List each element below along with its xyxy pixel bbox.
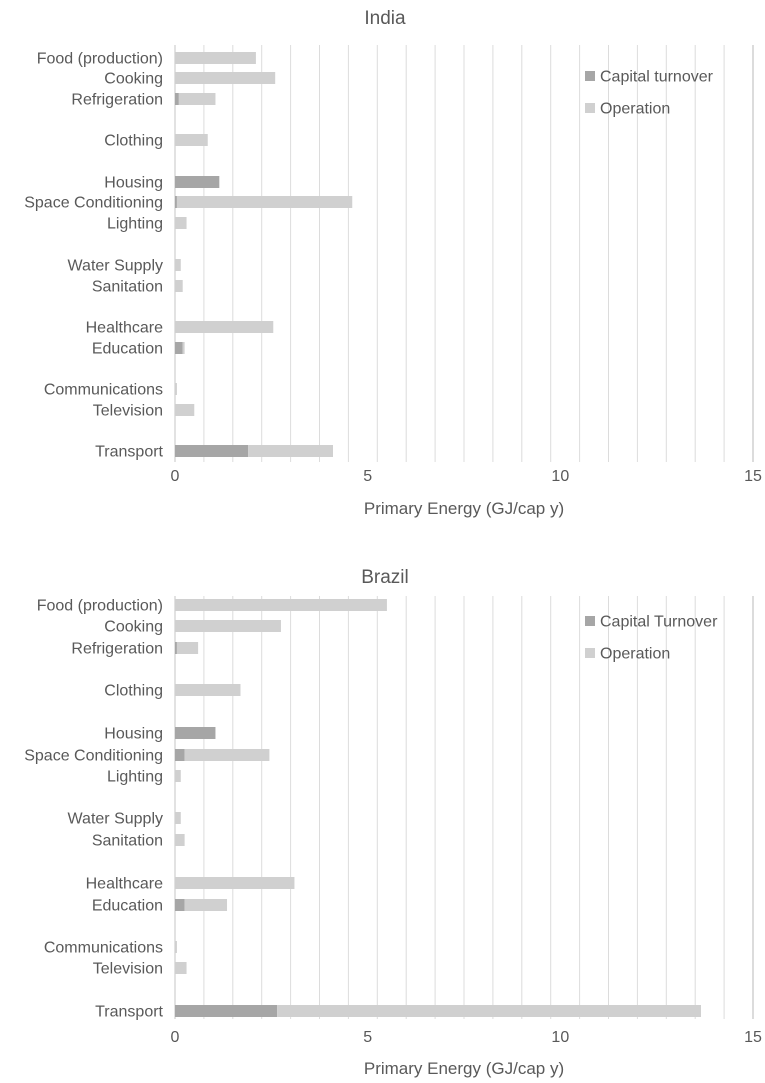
bar-operation — [175, 962, 187, 974]
category-label: Housing — [104, 175, 163, 192]
bar-operation — [175, 684, 241, 696]
category-label: Food (production) — [37, 598, 163, 615]
bar-operation — [277, 1005, 701, 1017]
bar-operation — [176, 642, 199, 654]
bar-operation — [175, 877, 295, 889]
bar-capital — [175, 93, 179, 105]
x-tick-label: 15 — [744, 1029, 762, 1046]
category-label: Space Conditioning — [24, 195, 163, 212]
bar-operation — [176, 196, 353, 208]
bar-capital — [175, 342, 183, 354]
category-label: Sanitation — [92, 833, 163, 850]
bar-operation — [175, 834, 185, 846]
category-label: Communications — [44, 382, 163, 399]
legend-label: Capital Turnover — [600, 614, 718, 631]
category-label: Cooking — [104, 619, 163, 636]
category-label: Cooking — [104, 71, 163, 88]
india-x-axis-title: Primary Energy (GJ/cap y) — [364, 499, 564, 518]
bar-operation — [175, 812, 181, 824]
legend-swatch — [585, 103, 595, 113]
category-label: Education — [92, 341, 163, 358]
x-tick-label: 15 — [744, 468, 762, 485]
bar-capital — [175, 176, 220, 188]
x-tick-label: 5 — [363, 1029, 372, 1046]
legend-label: Operation — [600, 646, 670, 663]
category-label: Education — [92, 898, 163, 915]
legend-swatch — [585, 648, 595, 658]
category-label: Clothing — [104, 133, 163, 150]
category-label: Healthcare — [86, 320, 163, 337]
category-label: Water Supply — [68, 811, 163, 828]
india-chart-title: India — [364, 8, 406, 29]
category-label: Transport — [95, 444, 163, 461]
bar-capital — [175, 749, 185, 761]
legend-swatch — [585, 71, 595, 81]
legend-label: Operation — [600, 101, 670, 118]
bar-operation — [175, 259, 181, 271]
x-tick-label: 0 — [171, 1029, 180, 1046]
bar-operation — [175, 280, 183, 292]
bar-capital — [175, 642, 177, 654]
category-label: Refrigeration — [71, 641, 163, 658]
category-label: Transport — [95, 1004, 163, 1021]
legend-label: Capital turnover — [600, 69, 714, 86]
bar-operation — [182, 342, 185, 354]
bar-operation — [175, 404, 195, 416]
x-tick-label: 0 — [171, 468, 180, 485]
bar-operation — [184, 749, 270, 761]
bar-operation — [175, 599, 387, 611]
category-label: Television — [93, 403, 163, 420]
category-label: Healthcare — [86, 876, 163, 893]
x-tick-label: 5 — [363, 468, 372, 485]
bar-operation — [248, 445, 333, 457]
legend-swatch — [585, 616, 595, 626]
bar-operation — [184, 899, 228, 911]
bar-operation — [175, 72, 276, 84]
category-label: Lighting — [107, 216, 163, 233]
bar-operation — [175, 383, 177, 395]
x-tick-label: 10 — [551, 1029, 569, 1046]
bar-operation — [175, 941, 177, 953]
bar-operation — [175, 620, 281, 632]
brazil-x-axis-title: Primary Energy (GJ/cap y) — [364, 1059, 564, 1078]
category-label: Lighting — [107, 769, 163, 786]
category-label: Food (production) — [37, 51, 163, 68]
category-label: Refrigeration — [71, 92, 163, 109]
bar-operation — [175, 217, 187, 229]
category-label: Water Supply — [68, 258, 163, 275]
india-chart: India Food (production) Cooking Refrigerati… — [24, 8, 762, 518]
bar-operation — [175, 321, 274, 333]
category-label: Space Conditioning — [24, 748, 163, 765]
brazil-chart-title: Brazil — [361, 567, 409, 588]
bar-operation — [175, 52, 256, 64]
bar-operation — [178, 93, 216, 105]
bar-operation — [175, 770, 181, 782]
category-label: Housing — [104, 726, 163, 743]
x-tick-label: 10 — [551, 468, 569, 485]
bar-operation — [175, 134, 208, 146]
category-label: Clothing — [104, 683, 163, 700]
category-label: Television — [93, 961, 163, 978]
bar-capital — [175, 899, 185, 911]
category-label: Sanitation — [92, 279, 163, 296]
bar-capital — [175, 1005, 278, 1017]
category-label: Communications — [44, 940, 163, 957]
bar-capital — [175, 196, 177, 208]
bar-capital — [175, 727, 216, 739]
brazil-chart: Brazil Food (production) Cooking Refrigerat… — [24, 567, 762, 1078]
bar-capital — [175, 445, 249, 457]
